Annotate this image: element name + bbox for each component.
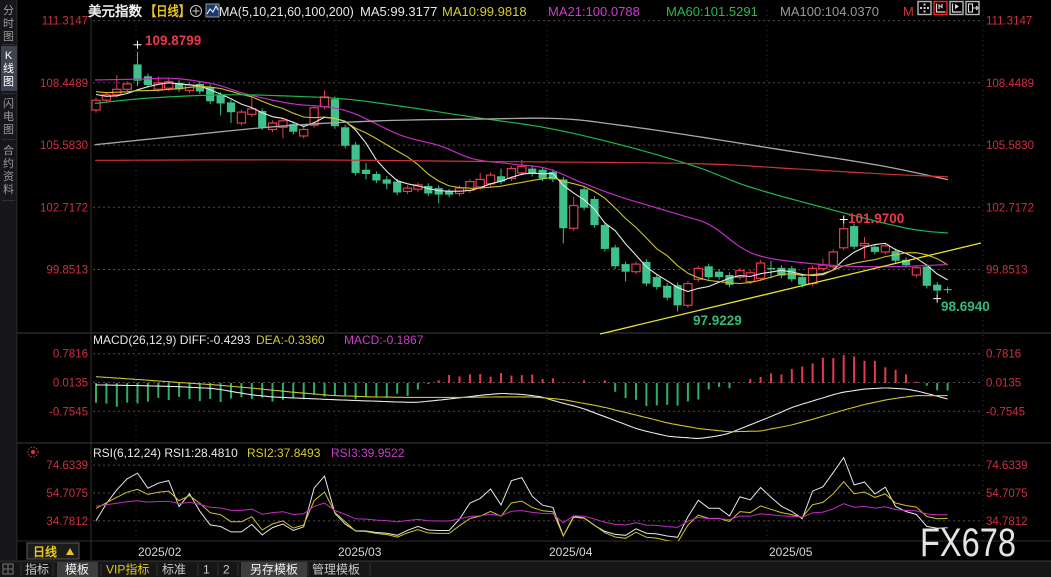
svg-text:MA5:99.3177: MA5:99.3177: [360, 4, 437, 19]
svg-text:34.7812: 34.7812: [986, 516, 1028, 528]
svg-text:105.5830: 105.5830: [986, 140, 1034, 152]
svg-text:美元指数: 美元指数: [88, 3, 142, 19]
svg-text:54.7075: 54.7075: [46, 488, 88, 500]
svg-text:约: 约: [3, 157, 14, 170]
svg-text:2: 2: [223, 563, 230, 577]
svg-text:分: 分: [3, 4, 14, 17]
svg-text:2025/04: 2025/04: [549, 545, 593, 559]
svg-text:2025/02: 2025/02: [138, 545, 182, 559]
svg-text:【日线】: 【日线】: [145, 3, 190, 19]
svg-text:MA21:100.0788: MA21:100.0788: [548, 4, 640, 19]
svg-text:99.8513: 99.8513: [46, 265, 88, 277]
svg-text:74.6339: 74.6339: [46, 460, 88, 472]
svg-text:MA(5,10,21,60,100,200): MA(5,10,21,60,100,200): [219, 5, 354, 19]
svg-text:闪: 闪: [3, 96, 14, 110]
svg-text:M: M: [903, 4, 914, 19]
svg-text:电: 电: [3, 110, 14, 123]
svg-text:0.0135: 0.0135: [986, 377, 1021, 389]
svg-text:111.3147: 111.3147: [42, 16, 88, 28]
svg-text:RSI3:39.9522: RSI3:39.9522: [331, 446, 405, 460]
svg-text:时: 时: [3, 17, 14, 30]
svg-text:111.3147: 111.3147: [986, 16, 1032, 28]
svg-text:MACD:-0.1867: MACD:-0.1867: [344, 333, 424, 347]
svg-text:DEA:-0.3360: DEA:-0.3360: [256, 333, 325, 347]
svg-text:线: 线: [3, 61, 14, 75]
svg-text:VIP指标: VIP指标: [106, 562, 149, 577]
svg-text:指标: 指标: [25, 562, 49, 577]
svg-text:102.7172: 102.7172: [986, 202, 1034, 214]
svg-text:101.9700: 101.9700: [848, 211, 904, 226]
svg-text:-0.7545: -0.7545: [986, 406, 1025, 418]
svg-text:资: 资: [3, 170, 14, 183]
svg-text:MA100:104.0370: MA100:104.0370: [780, 4, 879, 19]
svg-text:标准: 标准: [162, 563, 186, 577]
svg-text:日线: 日线: [33, 544, 57, 559]
svg-text:合: 合: [3, 143, 14, 157]
svg-text:料: 料: [3, 182, 14, 196]
svg-text:1: 1: [203, 563, 210, 577]
svg-text:34.7812: 34.7812: [46, 516, 88, 528]
svg-text:102.7172: 102.7172: [40, 202, 88, 214]
svg-text:108.4489: 108.4489: [986, 78, 1034, 90]
svg-text:K: K: [5, 50, 13, 62]
svg-text:109.8799: 109.8799: [145, 33, 201, 48]
svg-text:2025/03: 2025/03: [338, 545, 382, 559]
svg-text:FX678: FX678: [920, 521, 1016, 565]
svg-text:0.7816: 0.7816: [986, 349, 1021, 361]
svg-text:97.9229: 97.9229: [693, 313, 742, 328]
svg-text:74.6339: 74.6339: [986, 460, 1028, 472]
svg-text:图: 图: [3, 123, 14, 136]
svg-text:MA10:99.9818: MA10:99.9818: [442, 4, 527, 19]
svg-text:2025/05: 2025/05: [769, 545, 813, 559]
svg-text:RSI2:37.8493: RSI2:37.8493: [247, 446, 321, 460]
svg-text:MA60:101.5291: MA60:101.5291: [666, 4, 758, 19]
svg-text:图: 图: [3, 75, 14, 88]
svg-text:MACD(26,12,9) DIFF:-0.4293: MACD(26,12,9) DIFF:-0.4293: [93, 333, 251, 347]
svg-text:RSI(6,12,24) RSI1:28.4810: RSI(6,12,24) RSI1:28.4810: [93, 446, 238, 460]
svg-text:图: 图: [3, 30, 14, 43]
svg-text:管理模板: 管理模板: [312, 562, 360, 577]
svg-text:0.7816: 0.7816: [53, 349, 88, 361]
svg-text:模板: 模板: [65, 563, 89, 577]
svg-text:另存模板: 另存模板: [250, 563, 298, 577]
svg-text:0.0135: 0.0135: [53, 377, 88, 389]
svg-text:99.8513: 99.8513: [986, 265, 1028, 277]
svg-text:54.7075: 54.7075: [986, 488, 1028, 500]
svg-text:-0.7545: -0.7545: [49, 406, 88, 418]
svg-text:105.5830: 105.5830: [40, 140, 88, 152]
svg-text:98.6940: 98.6940: [941, 299, 990, 314]
svg-text:108.4489: 108.4489: [40, 78, 88, 90]
